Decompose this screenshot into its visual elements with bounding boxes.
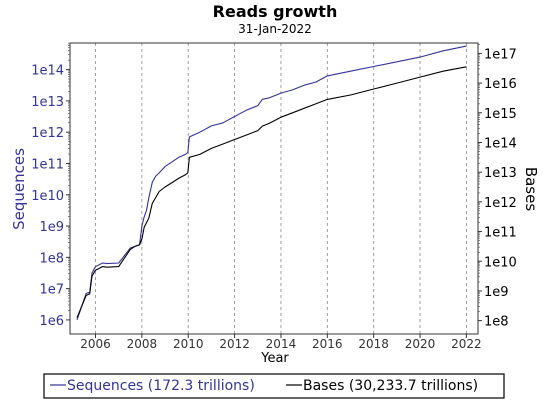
y-right-tick-label: 1e11 [484, 226, 517, 241]
y-axis-right-label: Bases [522, 167, 540, 212]
y-right-tick-label: 1e15 [484, 107, 517, 122]
y-right-tick-label: 1e16 [484, 77, 517, 92]
x-tick-label: 2022 [451, 337, 482, 351]
series-line-sequences [76, 45, 467, 321]
y-left-tick-label: 1e8 [39, 251, 64, 266]
right-axis-ticks: 1e8 1e9 1e10 1e11 1e12 1e13 1e14 1e15 1e16 1e17 [478, 44, 517, 330]
x-tick-label: 2020 [405, 337, 436, 351]
y-left-tick-label: 1e10 [31, 189, 64, 204]
left-axis-ticks: 1e6 1e7 1e8 1e9 1e10 1e11 1e12 1e13 1e14 [31, 42, 70, 329]
vertical-grid [95, 43, 467, 334]
x-tick-label: 2008 [127, 337, 158, 351]
x-tick-label: 2010 [173, 337, 204, 351]
legend-sequences: Sequences (172.3 trillions) [67, 378, 255, 394]
y-right-tick-label: 1e9 [484, 285, 509, 300]
y-right-tick-label: 1e13 [484, 166, 517, 181]
x-axis-ticks: 2006 2008 2010 2012 2014 2016 2018 2020 2022 [80, 334, 482, 351]
y-left-tick-label: 1e6 [39, 314, 64, 329]
y-right-tick-label: 1e8 [484, 315, 509, 330]
y-left-tick-label: 1e12 [31, 126, 64, 141]
plot-frame [69, 42, 479, 335]
x-axis-label: Year [260, 351, 289, 366]
y-right-tick-label: 1e10 [484, 255, 517, 270]
y-left-tick-label: 1e11 [31, 157, 64, 172]
x-tick-label: 2018 [358, 337, 389, 351]
legend-bases: Bases (30,233.7 trillions) [303, 378, 478, 394]
legend: Sequences (172.3 trillions) Bases (30,23… [43, 373, 505, 399]
series-line-bases [76, 66, 467, 318]
x-tick-label: 2006 [80, 337, 111, 351]
x-tick-label: 2014 [266, 337, 297, 351]
y-left-tick-label: 1e13 [31, 95, 64, 110]
series-layer [76, 45, 467, 321]
y-left-tick-label: 1e14 [31, 64, 64, 79]
y-axis-left-label: Sequences [10, 148, 28, 230]
y-left-tick-label: 1e9 [39, 220, 64, 235]
x-tick-label: 2016 [312, 337, 343, 351]
y-right-tick-label: 1e12 [484, 196, 517, 211]
chart-title: Reads growth [213, 2, 338, 21]
y-right-tick-label: 1e17 [484, 47, 517, 62]
x-tick-label: 2012 [219, 337, 250, 351]
chart-subtitle: 31-Jan-2022 [238, 22, 312, 36]
legend-box [43, 373, 505, 399]
y-left-tick-label: 1e7 [39, 283, 64, 298]
y-right-tick-label: 1e14 [484, 136, 517, 151]
